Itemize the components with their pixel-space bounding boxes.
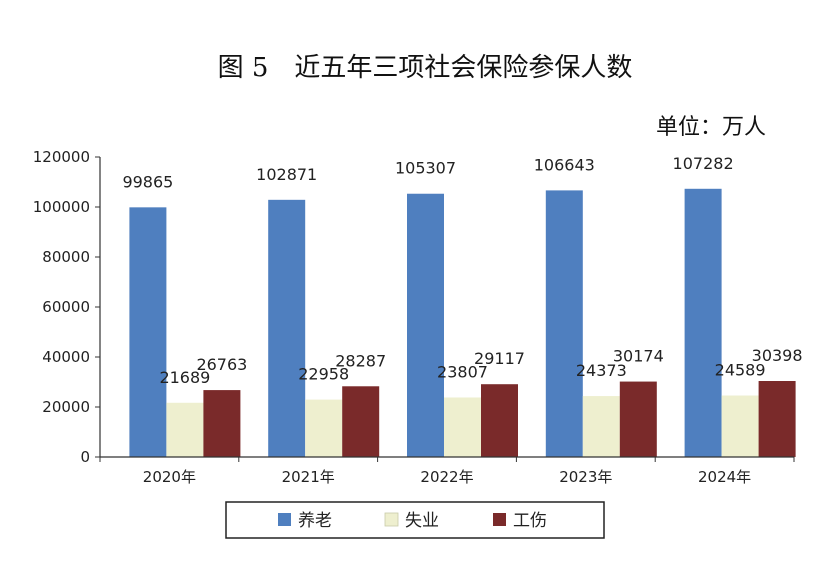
data-label: 107282 xyxy=(673,154,734,173)
bar-injury xyxy=(342,386,380,457)
data-label: 28287 xyxy=(335,351,386,370)
plot-area: 0 20000 40000 60000 80000 100000 120000 99865 2… xyxy=(33,148,803,486)
x-tick-label: 2024年 xyxy=(698,468,751,486)
data-label: 102871 xyxy=(256,165,317,184)
legend-swatch xyxy=(493,513,506,526)
bar-unemployment xyxy=(444,397,481,457)
data-label: 106643 xyxy=(534,155,595,174)
x-tick-label: 2020年 xyxy=(143,468,196,486)
legend-swatch xyxy=(278,513,291,526)
legend: 养老 失业 工伤 xyxy=(225,501,605,539)
bar-injury xyxy=(481,384,518,457)
data-label: 29117 xyxy=(474,349,525,368)
legend-label: 养老 xyxy=(298,511,332,531)
y-axis: 0 20000 40000 60000 80000 100000 120000 xyxy=(33,148,101,466)
unit-label: 单位：万人 xyxy=(656,115,766,140)
data-label: 22958 xyxy=(298,365,349,384)
legend-items: 养老 失业 工伤 xyxy=(278,511,547,531)
bar-pension xyxy=(129,207,167,457)
bar-unemployment xyxy=(582,396,620,457)
data-label: 105307 xyxy=(395,159,456,178)
x-axis: 2020年 2021年 2022年 2023年 2024年 xyxy=(99,456,795,486)
y-tick-label: 20000 xyxy=(42,398,90,416)
legend-label: 工伤 xyxy=(513,511,547,531)
bars xyxy=(129,188,796,458)
data-label: 99865 xyxy=(122,172,173,191)
data-label: 21689 xyxy=(159,368,210,387)
bar-pension xyxy=(268,199,306,457)
y-tick-label: 60000 xyxy=(42,298,90,316)
data-label: 30398 xyxy=(752,346,803,365)
legend-swatch xyxy=(384,512,399,527)
legend-label: 失业 xyxy=(405,511,439,531)
y-tick-label: 40000 xyxy=(42,348,90,366)
data-label: 23807 xyxy=(437,362,488,381)
bar-injury xyxy=(619,381,657,457)
x-tick-label: 2023年 xyxy=(559,468,612,486)
y-tick-label: 100000 xyxy=(33,198,90,216)
data-label: 24589 xyxy=(715,361,766,380)
x-tick-label: 2021年 xyxy=(282,468,335,486)
chart-title: 图 5 近五年三项社会保险参保人数 xyxy=(218,53,633,83)
bar-pension xyxy=(407,193,444,458)
y-tick-label: 80000 xyxy=(42,248,90,266)
bar-injury xyxy=(203,390,241,457)
bar-pension xyxy=(684,188,722,458)
bar-unemployment xyxy=(166,402,204,457)
bar-unemployment xyxy=(721,395,759,457)
bar-injury xyxy=(758,381,796,457)
bar-unemployment xyxy=(305,399,343,457)
x-tick-label: 2022年 xyxy=(420,468,473,486)
data-label: 26763 xyxy=(196,355,247,374)
bar-pension xyxy=(545,190,583,457)
data-label: 30174 xyxy=(613,347,664,366)
data-label: 24373 xyxy=(576,361,627,380)
y-tick-label: 120000 xyxy=(33,148,90,166)
y-tick-label: 0 xyxy=(80,448,90,466)
